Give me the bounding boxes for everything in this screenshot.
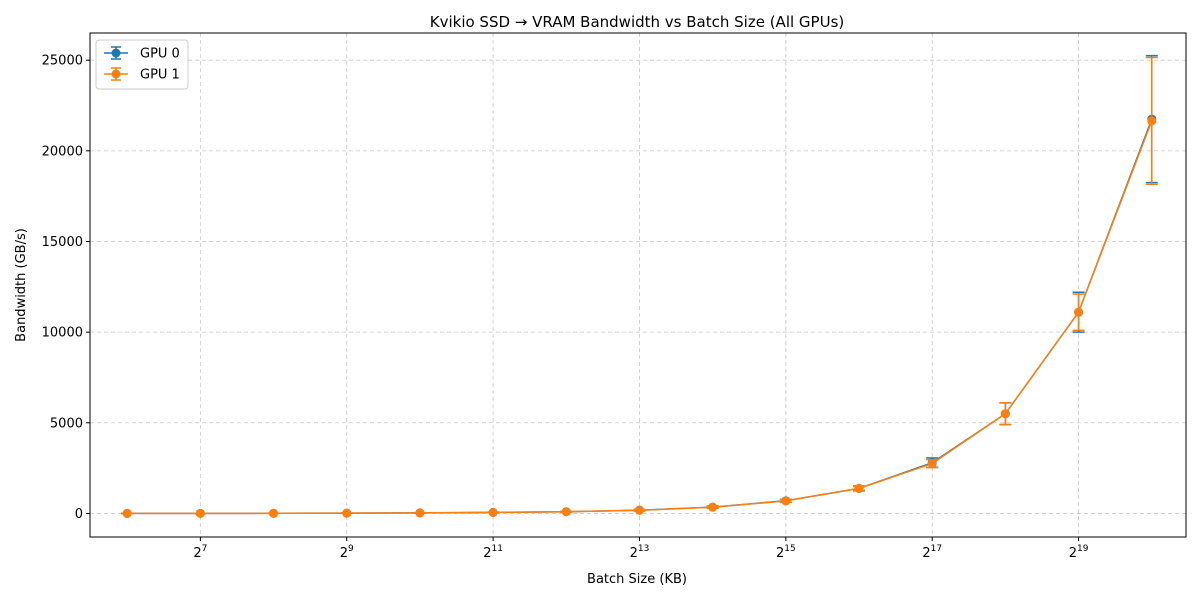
data-point xyxy=(708,502,718,512)
y-axis-label: Bandwidth (GB/s) xyxy=(14,228,29,342)
data-point xyxy=(561,507,571,517)
x-tick-label: 213 xyxy=(630,544,650,561)
data-point xyxy=(1000,409,1010,419)
legend-marker xyxy=(111,69,121,79)
data-point xyxy=(927,459,937,469)
y-tick-label: 0 xyxy=(75,507,83,522)
data-point xyxy=(122,508,132,518)
y-tick-label: 15000 xyxy=(42,235,83,250)
x-axis-label: Batch Size (KB) xyxy=(587,572,687,587)
x-tick-label: 29 xyxy=(340,544,354,561)
legend-label: GPU 1 xyxy=(140,68,180,83)
plot-frame xyxy=(89,32,1187,538)
data-point xyxy=(854,483,864,493)
grid-layer xyxy=(90,33,1186,537)
data-point xyxy=(781,496,791,506)
data-point xyxy=(1074,307,1084,317)
data-point xyxy=(634,505,644,515)
x-tick-label: 219 xyxy=(1069,544,1089,561)
y-tick-label: 25000 xyxy=(42,54,83,69)
data-point xyxy=(415,508,425,518)
axis-layer: 0 5000 10000 15000 20000 25000 27 29 211 213 215 21… xyxy=(42,54,1089,561)
x-tick-label: 215 xyxy=(776,544,796,561)
data-point xyxy=(488,507,498,517)
legend: GPU 0 GPU 1 xyxy=(95,39,189,90)
x-tick-label: 211 xyxy=(483,544,503,561)
y-tick-label: 10000 xyxy=(42,326,83,341)
data-point xyxy=(269,508,279,518)
x-tick-label: 27 xyxy=(193,544,207,561)
legend-label: GPU 0 xyxy=(140,47,180,62)
y-tick-label: 20000 xyxy=(42,144,83,159)
x-tick-label: 217 xyxy=(922,544,942,561)
series-1 xyxy=(121,56,1158,518)
chart-title: Kvikio SSD → VRAM Bandwidth vs Batch Siz… xyxy=(430,13,845,31)
series-layer xyxy=(121,54,1158,518)
legend-marker xyxy=(111,48,121,58)
data-point xyxy=(1147,116,1157,126)
y-tick-label: 5000 xyxy=(50,416,83,431)
data-point xyxy=(342,508,352,518)
data-point xyxy=(195,508,205,518)
